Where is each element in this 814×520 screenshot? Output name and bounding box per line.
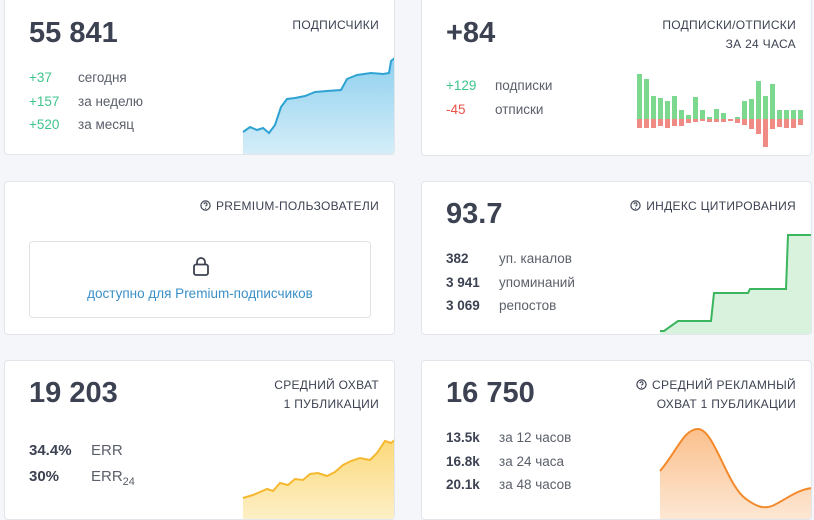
premium-link[interactable]: доступно для Premium-подписчиков [87, 286, 313, 301]
title-text: PREMIUM-ПОЛЬЗОВАТЕЛИ [215, 199, 379, 213]
citation-card: 93.7 ИНДЕКС ЦИТИРОВАНИЯ 382 уп. каналов … [421, 181, 812, 335]
stat-label: отписки [495, 102, 544, 117]
label-text: ERR [91, 468, 123, 485]
title-line: ИНДЕКС ЦИТИРОВАНИЯ [630, 197, 796, 216]
card-title: СРЕДНИЙ ОХВАТ 1 ПУБЛИКАЦИИ [274, 376, 379, 414]
stat-value: 16.8k [446, 454, 480, 469]
title-line: ПОДПИСЧИКИ [292, 18, 379, 32]
bar-sparkline [637, 74, 803, 147]
stat-value: +129 [446, 78, 477, 93]
stat-value: +520 [29, 117, 60, 132]
title-text: СРЕДНИЙ РЕКЛАМНЫЙ [652, 378, 796, 392]
stat-label: репостов [499, 298, 557, 313]
stat-value: 30% [29, 468, 60, 485]
value: 93.7 [446, 198, 503, 230]
value: 55 841 [29, 17, 118, 49]
stat-label: за месяц [78, 117, 135, 132]
title-line: СРЕДНИЙ ОХВАТ [274, 378, 379, 392]
title-line: СРЕДНИЙ РЕКЛАМНЫЙ [636, 376, 796, 395]
title-line: ЗА 24 ЧАСА [725, 37, 796, 51]
value: 16 750 [446, 377, 535, 409]
card-title: СРЕДНИЙ РЕКЛАМНЫЙ ОХВАТ 1 ПУБЛИКАЦИИ [636, 376, 796, 414]
stat-label: за 12 часов [499, 430, 572, 445]
subscribers-card: 55 841 ПОДПИСЧИКИ +37 сегодня +157 за не… [4, 0, 395, 155]
sparkline [660, 234, 811, 334]
lock-icon [193, 257, 209, 276]
card-title: ПОДПИСКИ/ОТПИСКИ ЗА 24 ЧАСА [662, 16, 796, 54]
stat-value: 382 [446, 251, 469, 266]
card-title: PREMIUM-ПОЛЬЗОВАТЕЛИ [200, 197, 379, 216]
ad-reach-card: 16 750 СРЕДНИЙ РЕКЛАМНЫЙ ОХВАТ 1 ПУБЛИКАЦ… [421, 360, 812, 520]
stat-label: ERR [91, 442, 123, 459]
reach-card: 19 203 СРЕДНИЙ ОХВАТ 1 ПУБЛИКАЦИИ 34.4% E… [4, 360, 395, 520]
stat-value: 3 069 [446, 298, 480, 313]
card-title: ПОДПИСЧИКИ [292, 16, 379, 35]
value: +84 [446, 17, 496, 49]
stat-value: +157 [29, 94, 60, 109]
premium-box: доступно для Premium-подписчиков [29, 241, 371, 318]
title-line: PREMIUM-ПОЛЬЗОВАТЕЛИ [200, 197, 379, 216]
subscriptions-card: +84 ПОДПИСКИ/ОТПИСКИ ЗА 24 ЧАСА +129 подп… [421, 0, 812, 156]
stat-value: +37 [29, 70, 52, 85]
stat-label: упоминаний [499, 275, 575, 290]
stat-value: -45 [446, 102, 466, 117]
stat-label: за неделю [78, 94, 144, 109]
stat-label: за 24 часа [499, 454, 565, 469]
sparkline [659, 427, 811, 519]
stat-label: ERR24 [91, 468, 135, 491]
label-sub: 24 [122, 476, 135, 488]
title-line: ОХВАТ 1 ПУБЛИКАЦИИ [656, 397, 796, 411]
premium-card: PREMIUM-ПОЛЬЗОВАТЕЛИ доступно для Premiu… [4, 181, 395, 335]
stat-label: за 48 часов [499, 477, 572, 492]
sparkline [242, 439, 394, 519]
stat-label: подписки [495, 78, 553, 93]
stat-value: 13.5k [446, 430, 480, 445]
help-icon [200, 200, 211, 211]
sparkline [242, 57, 394, 154]
title-line: ПОДПИСКИ/ОТПИСКИ [662, 18, 796, 32]
stat-label: сегодня [78, 70, 127, 85]
help-icon [630, 200, 641, 211]
card-title: ИНДЕКС ЦИТИРОВАНИЯ [630, 197, 796, 216]
stat-label: уп. каналов [499, 251, 572, 266]
value: 19 203 [29, 377, 118, 409]
stat-value: 34.4% [29, 442, 72, 459]
title-line: 1 ПУБЛИКАЦИИ [283, 397, 379, 411]
stat-value: 3 941 [446, 275, 480, 290]
stat-value: 20.1k [446, 477, 480, 492]
title-text: ИНДЕКС ЦИТИРОВАНИЯ [646, 199, 796, 213]
help-icon [636, 379, 647, 390]
